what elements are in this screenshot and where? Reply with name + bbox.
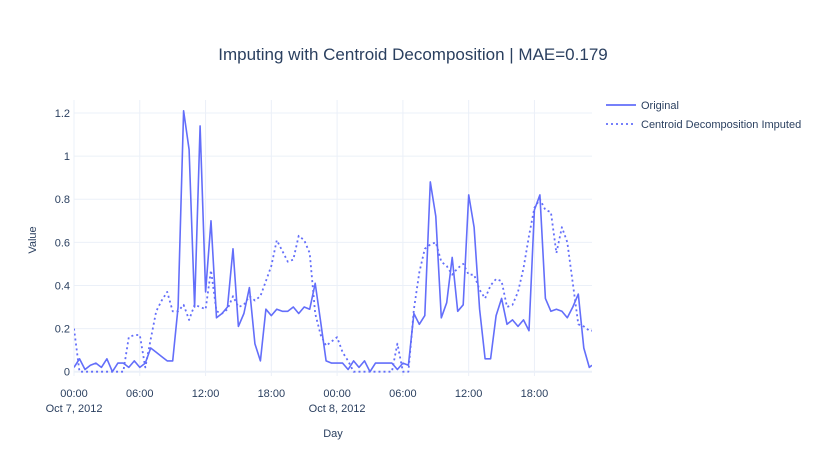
x-tick-label: 06:00 [389, 388, 417, 400]
x-tick-date-label: Oct 8, 2012 [309, 403, 366, 415]
chart-title: Imputing with Centroid Decomposition | M… [218, 45, 607, 64]
plot-area [74, 110, 592, 373]
x-tick-label: 00:00 [60, 388, 88, 400]
legend[interactable]: Original Centroid Decomposition Imputed [606, 100, 801, 131]
x-axis: 00:00 Oct 7, 2012 06:00 12:00 18:00 00:00 Oct … [46, 388, 549, 415]
legend-label: Centroid Decomposition Imputed [641, 119, 801, 131]
y-tick-label: 0.6 [55, 237, 70, 249]
y-tick-label: 0 [64, 367, 70, 379]
y-tick-label: 0.4 [55, 280, 70, 292]
x-tick-label: 00:00 [323, 388, 351, 400]
x-tick-label: 12:00 [455, 388, 483, 400]
y-axis: 0 0.2 0.4 0.6 0.8 1 1.2 [55, 108, 70, 379]
series-line-1[interactable] [74, 198, 592, 373]
y-tick-label: 0.8 [55, 194, 70, 206]
y-tick-label: 1 [64, 151, 70, 163]
y-tick-label: 0.2 [55, 324, 70, 336]
x-tick-label: 18:00 [521, 388, 549, 400]
legend-label: Original [641, 100, 679, 112]
grid [73, 100, 592, 376]
x-tick-date-label: Oct 7, 2012 [46, 403, 103, 415]
legend-item-1[interactable]: Centroid Decomposition Imputed [606, 119, 801, 131]
series-line-0[interactable] [74, 110, 592, 373]
x-tick-label: 12:00 [192, 388, 220, 400]
y-tick-label: 1.2 [55, 108, 70, 120]
y-axis-title: Value [27, 226, 39, 253]
legend-item-0[interactable]: Original [606, 100, 679, 112]
x-tick-label: 18:00 [258, 388, 286, 400]
x-tick-label: 06:00 [126, 388, 154, 400]
x-axis-title: Day [323, 428, 343, 440]
